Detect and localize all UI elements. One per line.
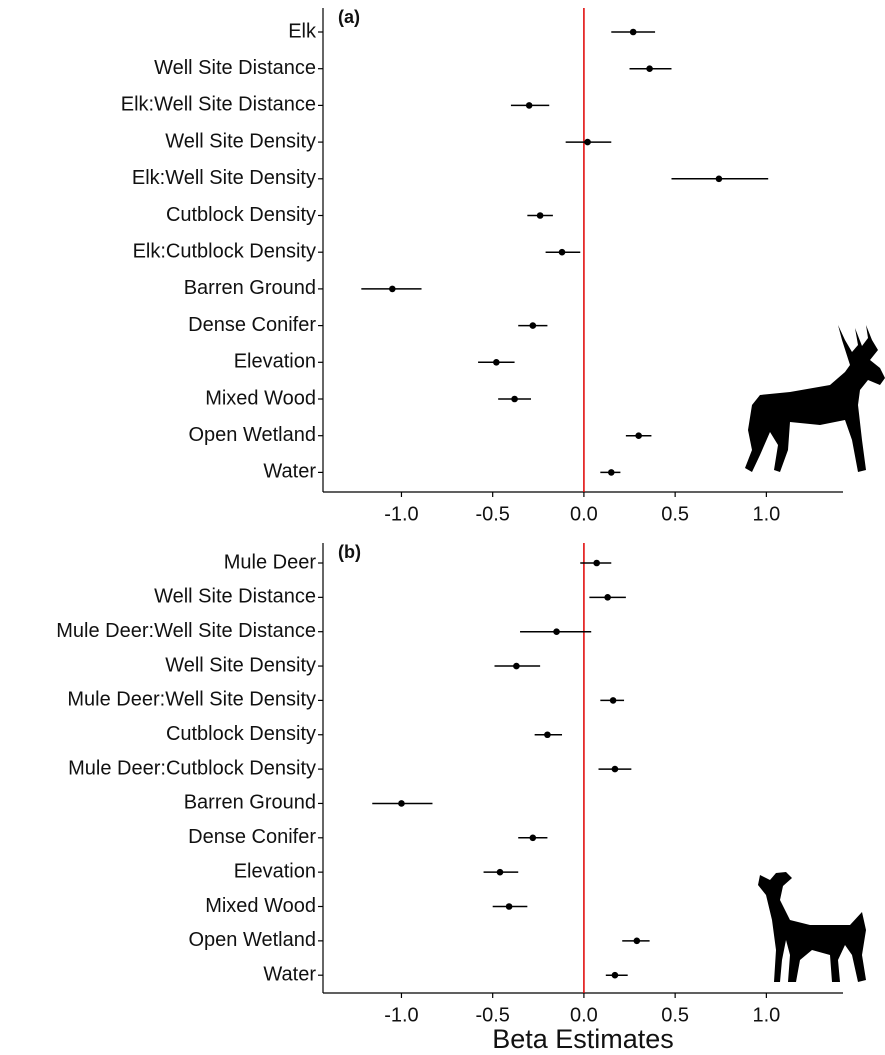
deer-silhouette [758,872,866,982]
point [389,286,396,293]
x-axis-title: Beta Estimates [492,1024,674,1054]
point [634,938,641,945]
y-tick-label: Water [263,461,316,483]
point [608,469,615,476]
y-tick-label: Elk:Cutblock Density [133,240,316,262]
point [604,594,611,601]
point [593,560,600,567]
x-tick-label: 0.5 [661,1004,689,1026]
y-tick-label: Open Wetland [189,424,317,446]
y-tick-label: Mule Deer:Well Site Distance [56,620,316,642]
x-tick-label: 0.0 [570,1004,598,1026]
point [635,432,642,439]
y-tick-label: Barren Ground [184,277,316,299]
y-tick-label: Cutblock Density [166,204,316,226]
panel-label: (a) [338,7,360,27]
point [716,176,723,183]
y-tick-label: Mule Deer:Well Site Density [67,689,316,711]
point [513,663,520,670]
figure: -1.0 -0.5 0.0 0.5 1.0 (a) Elk Well Site Distanc… [0,0,885,1055]
point [537,212,544,219]
panel-label: (b) [338,542,361,562]
x-tick-label: 0.0 [570,503,598,525]
point [398,800,405,807]
y-tick-label: Mule Deer [224,551,317,573]
point [497,869,504,876]
y-tick-label: Mule Deer:Cutblock Density [68,757,316,779]
y-tick-label: Elk:Well Site Density [132,167,316,189]
x-tick-label: -1.0 [384,503,418,525]
x-tick-label: 1.0 [752,503,780,525]
point [506,903,513,910]
y-tick-label: Elk:Well Site Distance [121,94,316,116]
y-tick-label: Well Site Density [165,130,316,152]
y-tick-label: Cutblock Density [166,723,316,745]
point [493,359,500,366]
y-tick-label: Well Site Density [165,654,316,676]
y-tick-label: Dense Conifer [188,826,316,848]
y-tick-label: Elevation [234,351,316,373]
x-tick-label: 1.0 [752,1004,780,1026]
y-tick-label: Elk [288,20,317,42]
x-tick-label: -0.5 [475,1004,509,1026]
point [584,139,591,146]
y-tick-label: Dense Conifer [188,314,316,336]
y-tick-label: Barren Ground [184,792,316,814]
point [612,766,619,773]
point [553,628,560,635]
y-tick-label: Well Site Distance [154,57,316,79]
y-tick-label: Water [263,963,316,985]
y-tick-label: Elevation [234,860,316,882]
x-tick-label: -0.5 [475,503,509,525]
point [526,102,533,109]
point [630,29,637,36]
elk-silhouette [745,325,885,472]
point [530,835,537,842]
y-tick-label: Mixed Wood [205,387,316,409]
y-tick-label: Open Wetland [189,929,317,951]
x-tick-label: -1.0 [384,1004,418,1026]
point [530,322,537,329]
point [612,972,619,979]
y-tick-label: Mixed Wood [205,895,316,917]
point [610,697,617,704]
point [646,65,653,72]
y-tick-label: Well Site Distance [154,586,316,608]
point [511,396,518,403]
point [544,731,551,738]
point [559,249,566,256]
x-tick-label: 0.5 [661,503,689,525]
